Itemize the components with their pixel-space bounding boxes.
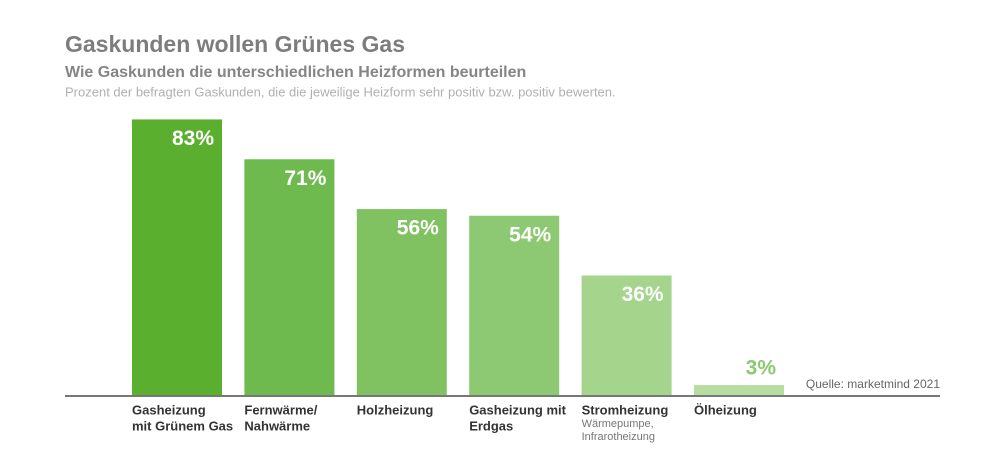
x-tick-label: Erdgas <box>469 418 513 433</box>
x-tick-label: Ölheizung <box>694 402 757 417</box>
chart-note: Prozent der befragten Gaskunden, die die… <box>65 84 616 99</box>
x-tick-label: mit Grünem Gas <box>132 418 233 433</box>
category-note: Wärmepumpe, <box>582 418 654 430</box>
bar <box>469 215 560 395</box>
x-tick-label: Nahwärme <box>244 418 310 433</box>
x-tick-label: Gasheizung mit <box>469 402 566 417</box>
source: Quelle: marketmind 2021 <box>806 377 940 391</box>
x-tick-label: Gasheizung <box>132 402 206 417</box>
value-label: 36% <box>622 283 664 306</box>
bar <box>356 209 447 395</box>
value-label: 54% <box>509 223 551 246</box>
x-tick-label: Fernwärme/ <box>244 402 317 417</box>
value-label: 56% <box>397 217 439 240</box>
category-note: Infrarotheizung <box>582 431 655 443</box>
bar <box>581 275 672 395</box>
value-label: 3% <box>746 357 777 380</box>
bar <box>132 119 222 395</box>
x-tick-label: Holzheizung <box>357 402 434 417</box>
x-tick-label: Stromheizung <box>582 402 669 417</box>
chart-title: Gaskunden wollen Grünes Gas <box>65 31 405 57</box>
bar <box>694 385 784 395</box>
chart-subtitle: Wie Gaskunden die unterschiedlichen Heiz… <box>65 64 526 81</box>
bar <box>244 159 335 395</box>
value-label: 83% <box>172 127 214 150</box>
value-label: 71% <box>284 167 326 190</box>
